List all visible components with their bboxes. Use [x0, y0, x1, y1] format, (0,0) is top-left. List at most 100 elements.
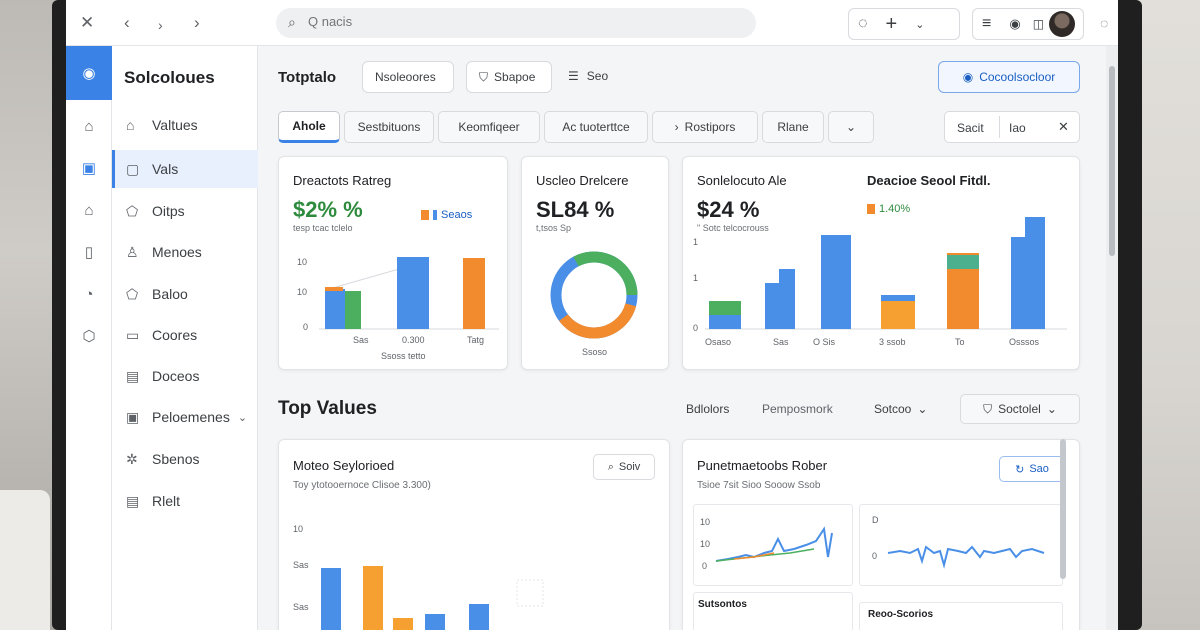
tab[interactable]: Ac tuoterttce [544, 111, 648, 143]
rail-page-icon[interactable]: ▯ [84, 244, 94, 261]
bar [779, 269, 795, 329]
pin-icon: ⬠ [126, 285, 139, 302]
rail-shield-icon[interactable]: ⬡ [82, 328, 96, 345]
filter-value: Iao [1009, 121, 1026, 135]
rail-home-icon[interactable]: ◉ [66, 46, 112, 100]
tab[interactable]: Ahole [278, 111, 340, 143]
sidebar-item[interactable]: ⬠ Baloo [112, 275, 258, 313]
section-control[interactable]: Pemposmork [762, 402, 833, 416]
clear-icon[interactable]: ✕ [1058, 119, 1069, 134]
rail-lock-icon[interactable]: ⌂ [84, 201, 94, 219]
legend-swatch [433, 210, 437, 220]
forward-icon[interactable]: › [158, 17, 163, 33]
chevron-down-icon: ⌄ [917, 402, 928, 416]
bar [425, 614, 445, 630]
sidebar-title: Solcoloues [124, 68, 215, 87]
lock-icon: ⛉ [479, 69, 489, 84]
back-icon[interactable]: ‹ [124, 13, 130, 32]
sidebar-item-label: Vals [152, 161, 179, 177]
tab[interactable]: Rlane [762, 111, 824, 143]
list-icon: ▤ [126, 492, 140, 509]
square-icon: ▢ [126, 160, 140, 177]
sidebar-item[interactable]: ♙ Menoes [112, 233, 258, 271]
series-line [887, 545, 1045, 569]
section-button-label: Soctolel [998, 402, 1041, 416]
sidebar-item[interactable]: ▤ Rlelt [112, 482, 258, 520]
lock-icon: ⛉ [983, 401, 993, 416]
bar [463, 258, 485, 329]
y-tick: 0 [702, 561, 708, 571]
card-button[interactable]: ⌕ Soiv [593, 454, 655, 480]
toolbar-button-label: Sbapoe [494, 70, 536, 84]
action-group: ◌ + ⌄ [848, 8, 960, 40]
toolbar-button[interactable]: ⛉ Sbapoe [466, 61, 552, 93]
panel-label: Sutsontos [698, 599, 747, 610]
help-icon[interactable]: ◉ [1009, 16, 1021, 31]
plus-icon[interactable]: + [885, 12, 898, 35]
card-scrollbar[interactable] [1060, 439, 1066, 579]
legend: Seaos [421, 209, 472, 221]
sidebar-item[interactable]: ▭ Coores [112, 316, 258, 354]
section-dropdown[interactable]: Sotcoo ⌄ [874, 402, 927, 416]
rail-info-icon[interactable]: ◔ [84, 285, 94, 303]
donut-slice [550, 251, 638, 339]
y-tick: 10 [297, 257, 308, 267]
sidebar-item[interactable]: ▣ Peloemenes ⌄ [112, 398, 258, 436]
list-icon: ☰ [568, 69, 579, 83]
rail-square-icon[interactable]: ▣ [81, 160, 97, 177]
tab[interactable]: Sestbituons [344, 111, 434, 143]
x-tick: Tatg [467, 335, 485, 345]
menu-icon[interactable]: ≡ [982, 15, 992, 32]
bar [325, 289, 345, 329]
legend-swatch [421, 210, 429, 220]
sidebar-item[interactable]: ▤ Doceos [112, 357, 258, 395]
section-control[interactable]: Bdlolors [686, 402, 730, 416]
forward-icon[interactable]: › [194, 13, 200, 32]
bar [1025, 217, 1045, 329]
tab[interactable]: Keomfiqeer [438, 111, 540, 143]
card-chart-3: Sonlelocuto Ale $24 % " Sotc telcocrouss… [682, 156, 1080, 370]
card-button-label: Soiv [618, 461, 641, 473]
top-bar: ✕ ‹ › › ⌕ ◌ + ⌄ ≡ ◉ ◫ ◌ [66, 0, 1118, 46]
grid-icon[interactable]: ◫ [1032, 17, 1045, 31]
tab-dropdown[interactable]: ⌄ [828, 111, 874, 143]
toolbar-button[interactable]: Nsoleoores [362, 61, 454, 93]
filter-box[interactable]: Sacit Iao ✕ [944, 111, 1080, 143]
folder-icon: ▭ [126, 326, 140, 343]
expand-icon[interactable]: ◌ [1100, 15, 1109, 31]
kpi-subtitle: " Sotc telcocrouss [697, 223, 769, 233]
card-bottom-left: Moteo Seylorioed Toy ytotooernoce Clisoe… [278, 439, 670, 630]
sidebar-item[interactable]: ▢ Vals [112, 150, 258, 188]
sidebar-item-label: Menoes [152, 244, 202, 260]
scroll-thumb[interactable] [1109, 66, 1115, 256]
primary-button[interactable]: ◉ Cocoolsocloor [938, 61, 1080, 93]
section-button[interactable]: ⛉ Soctolel ⌄ [960, 394, 1080, 424]
chevron-down-icon[interactable]: ⌄ [915, 18, 925, 31]
tab[interactable]: › Rostipors [652, 111, 758, 143]
y-tick: 10 [293, 524, 304, 534]
rail-house-icon[interactable]: ⌂ [84, 117, 94, 135]
bar [709, 315, 741, 329]
main-scrollbar[interactable] [1106, 46, 1118, 630]
legend-label: Seaos [441, 209, 473, 221]
chat-icon[interactable]: ◌ [858, 15, 868, 32]
donut-slice [550, 251, 638, 339]
close-icon[interactable]: ✕ [80, 13, 95, 32]
tab-label: Sestbituons [357, 120, 421, 134]
avatar[interactable] [1049, 11, 1076, 37]
filter-label: Sacit [957, 121, 984, 135]
sidebar-item[interactable]: ⌂ Valtues [112, 106, 258, 144]
card-button[interactable]: ↻ Sao [999, 456, 1065, 482]
card-title: Uscleo Drelcere [536, 173, 629, 188]
sidebar: Solcoloues ⌂ Valtues ▢ Vals ⬠ Oitps ♙ Menoes… [112, 46, 258, 630]
sidebar-item[interactable]: ⬠ Oitps [112, 192, 258, 230]
legend: 1.40% [867, 203, 910, 215]
sidebar-item[interactable]: ✲ Sbenos [112, 440, 258, 478]
search-input[interactable] [308, 14, 728, 29]
toolbar-view[interactable]: ☰ Seo [568, 69, 608, 83]
background-right [1138, 0, 1200, 630]
user-icon: ♙ [126, 243, 139, 260]
y-tick: 10 [700, 539, 711, 549]
app-window: ✕ ‹ › › ⌕ ◌ + ⌄ ≡ ◉ ◫ ◌ ◉ ⌂ ▣ ⌂ ▯ ◔ ⬡ So… [66, 0, 1118, 630]
search-bar[interactable]: ⌕ [276, 8, 756, 38]
